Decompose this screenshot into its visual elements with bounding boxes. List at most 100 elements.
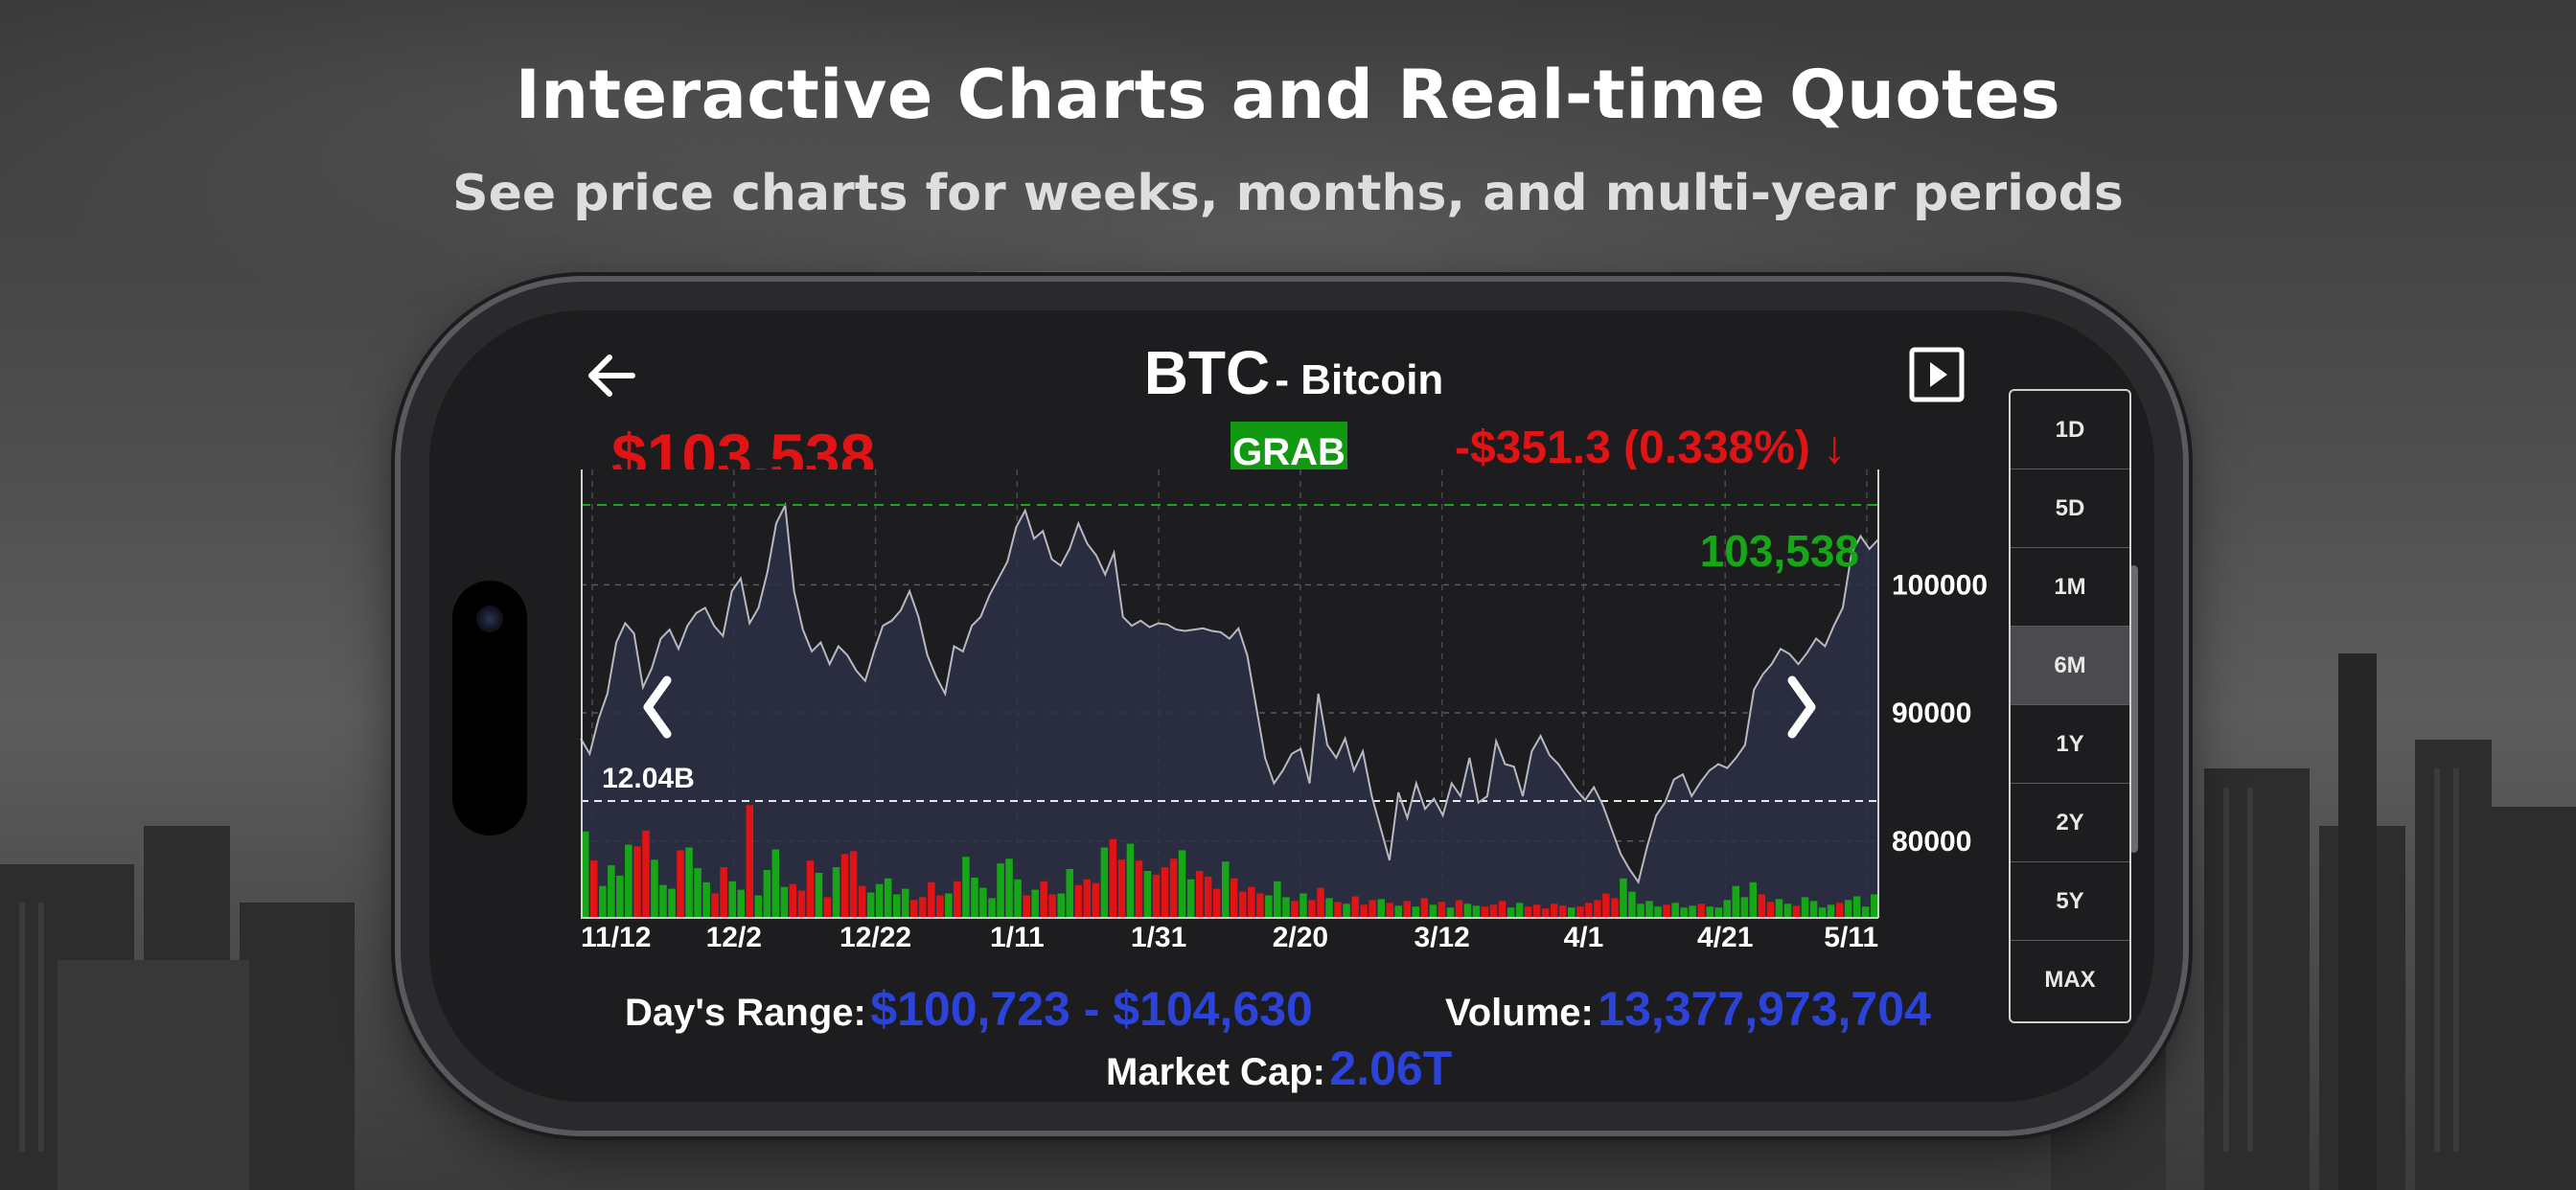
volume-bar	[1109, 838, 1117, 918]
play-icon	[1909, 347, 1965, 402]
back-button[interactable]	[583, 345, 644, 406]
volume-bar	[754, 895, 762, 918]
arrow-left-icon	[588, 355, 635, 397]
volume-bar	[1420, 898, 1429, 918]
volume-bar	[1317, 887, 1324, 918]
play-button[interactable]	[1909, 347, 1965, 402]
volume-bar	[1161, 867, 1169, 918]
volume-bar	[1594, 900, 1601, 918]
volume-bar	[1792, 905, 1801, 918]
volume-bar	[1351, 896, 1359, 918]
volume-bar	[1222, 861, 1230, 918]
volume-bar	[797, 890, 806, 918]
volume-bar	[1827, 904, 1835, 918]
x-tick-label: 1/11	[990, 922, 1045, 953]
price-line	[580, 501, 1879, 884]
volume-bar	[1697, 904, 1705, 918]
volume-bar	[997, 863, 1004, 918]
x-tick-label: 12/22	[840, 922, 911, 953]
volume-bar	[780, 886, 789, 918]
chevron-left-icon[interactable]	[643, 675, 672, 739]
volume-bar	[954, 881, 961, 918]
range-button-5d[interactable]: 5D	[2011, 469, 2129, 548]
price-area-fill	[581, 505, 1878, 918]
page-title: BTC - Bitcoin	[958, 337, 1629, 408]
y-tick-label: 100000	[1892, 569, 1988, 601]
volume-bar	[1230, 878, 1238, 918]
volume-bar	[1083, 879, 1091, 918]
range-button-max[interactable]: MAX	[2044, 967, 2096, 993]
volume-bar	[633, 846, 641, 918]
volume-bar	[1143, 871, 1152, 918]
volume-max-label: 12.04B	[602, 763, 695, 794]
volume-bar	[1040, 881, 1047, 918]
volume-bar	[1066, 869, 1073, 918]
volume-bar	[1835, 903, 1844, 918]
volume-bar	[1178, 850, 1186, 918]
volume-bar	[582, 831, 589, 918]
volume-bar	[1568, 907, 1576, 918]
volume-bar	[1135, 860, 1143, 918]
volume-bar	[1360, 904, 1368, 918]
price-chart[interactable]: 12.04B 103,538 100000 90000 80000 11/12 12/2 12…	[580, 469, 2012, 953]
volume-bar	[1852, 896, 1861, 918]
volume-bar	[1014, 879, 1022, 918]
volume-bar	[1368, 900, 1376, 918]
volume-bar	[858, 885, 866, 918]
volume-bar	[1308, 900, 1316, 918]
volume-bar	[1740, 897, 1749, 918]
market-cap-label: Market Cap:	[1106, 1051, 1325, 1093]
range-button-6m[interactable]: 6M	[2011, 627, 2129, 705]
volume-bar	[1204, 876, 1212, 918]
range-button-1y[interactable]: 1Y	[2011, 705, 2129, 784]
volume-value: 13,377,973,704	[1598, 982, 1931, 1036]
volume-bar	[1620, 878, 1627, 918]
volume-bar	[1152, 874, 1161, 918]
volume-bar	[651, 859, 658, 918]
volume-bar	[919, 897, 927, 918]
volume-bar	[763, 870, 771, 918]
volume-bar	[694, 868, 702, 918]
volume-bar	[1092, 882, 1100, 918]
volume-bar	[720, 867, 727, 918]
volume-bar	[849, 851, 858, 918]
volume-bar	[1637, 904, 1644, 918]
range-button-5y[interactable]: 5Y	[2011, 862, 2129, 941]
volume-bar	[1671, 903, 1679, 918]
volume-bar	[1871, 894, 1878, 918]
volume-bar	[1472, 905, 1481, 918]
range-button-1d[interactable]: 1D	[2011, 391, 2129, 469]
volume-bar	[1749, 881, 1758, 918]
phone-side-button	[974, 271, 1184, 283]
volume-bar	[1532, 904, 1541, 918]
volume-bar	[1429, 904, 1438, 918]
volume-bar	[616, 875, 624, 918]
volume-bar	[875, 883, 884, 918]
volume-bar	[1343, 904, 1350, 918]
volume-bar	[1645, 901, 1653, 918]
volume-bar	[728, 881, 736, 918]
chevron-right-icon[interactable]	[1787, 675, 1816, 739]
volume-bar	[1809, 901, 1818, 918]
volume-bar	[642, 830, 650, 918]
volume-bar	[1818, 907, 1827, 918]
volume-bar	[1515, 903, 1524, 918]
volume-bar	[1412, 906, 1420, 918]
volume-bar	[1126, 843, 1135, 918]
range-button-1m[interactable]: 1M	[2011, 548, 2129, 627]
volume-bar	[1758, 894, 1766, 918]
volume-bar	[1274, 881, 1281, 918]
days-range: Day's Range: $100,723 - $104,630	[625, 981, 1313, 1037]
volume-bar	[1844, 900, 1852, 918]
volume-bar	[1611, 898, 1619, 918]
volume-bar	[1100, 847, 1109, 918]
volume-bar	[608, 865, 615, 918]
x-tick-label: 5/11	[1824, 922, 1878, 953]
volume-bar	[1325, 898, 1333, 918]
volume-bar	[1074, 884, 1082, 918]
volume-bar	[659, 884, 667, 918]
range-button-2y[interactable]: 2Y	[2011, 784, 2129, 862]
volume-bar	[1663, 904, 1670, 918]
price-change: -$351.3 (0.338%) ↓	[1455, 423, 1847, 473]
volume-bar	[1481, 906, 1489, 918]
